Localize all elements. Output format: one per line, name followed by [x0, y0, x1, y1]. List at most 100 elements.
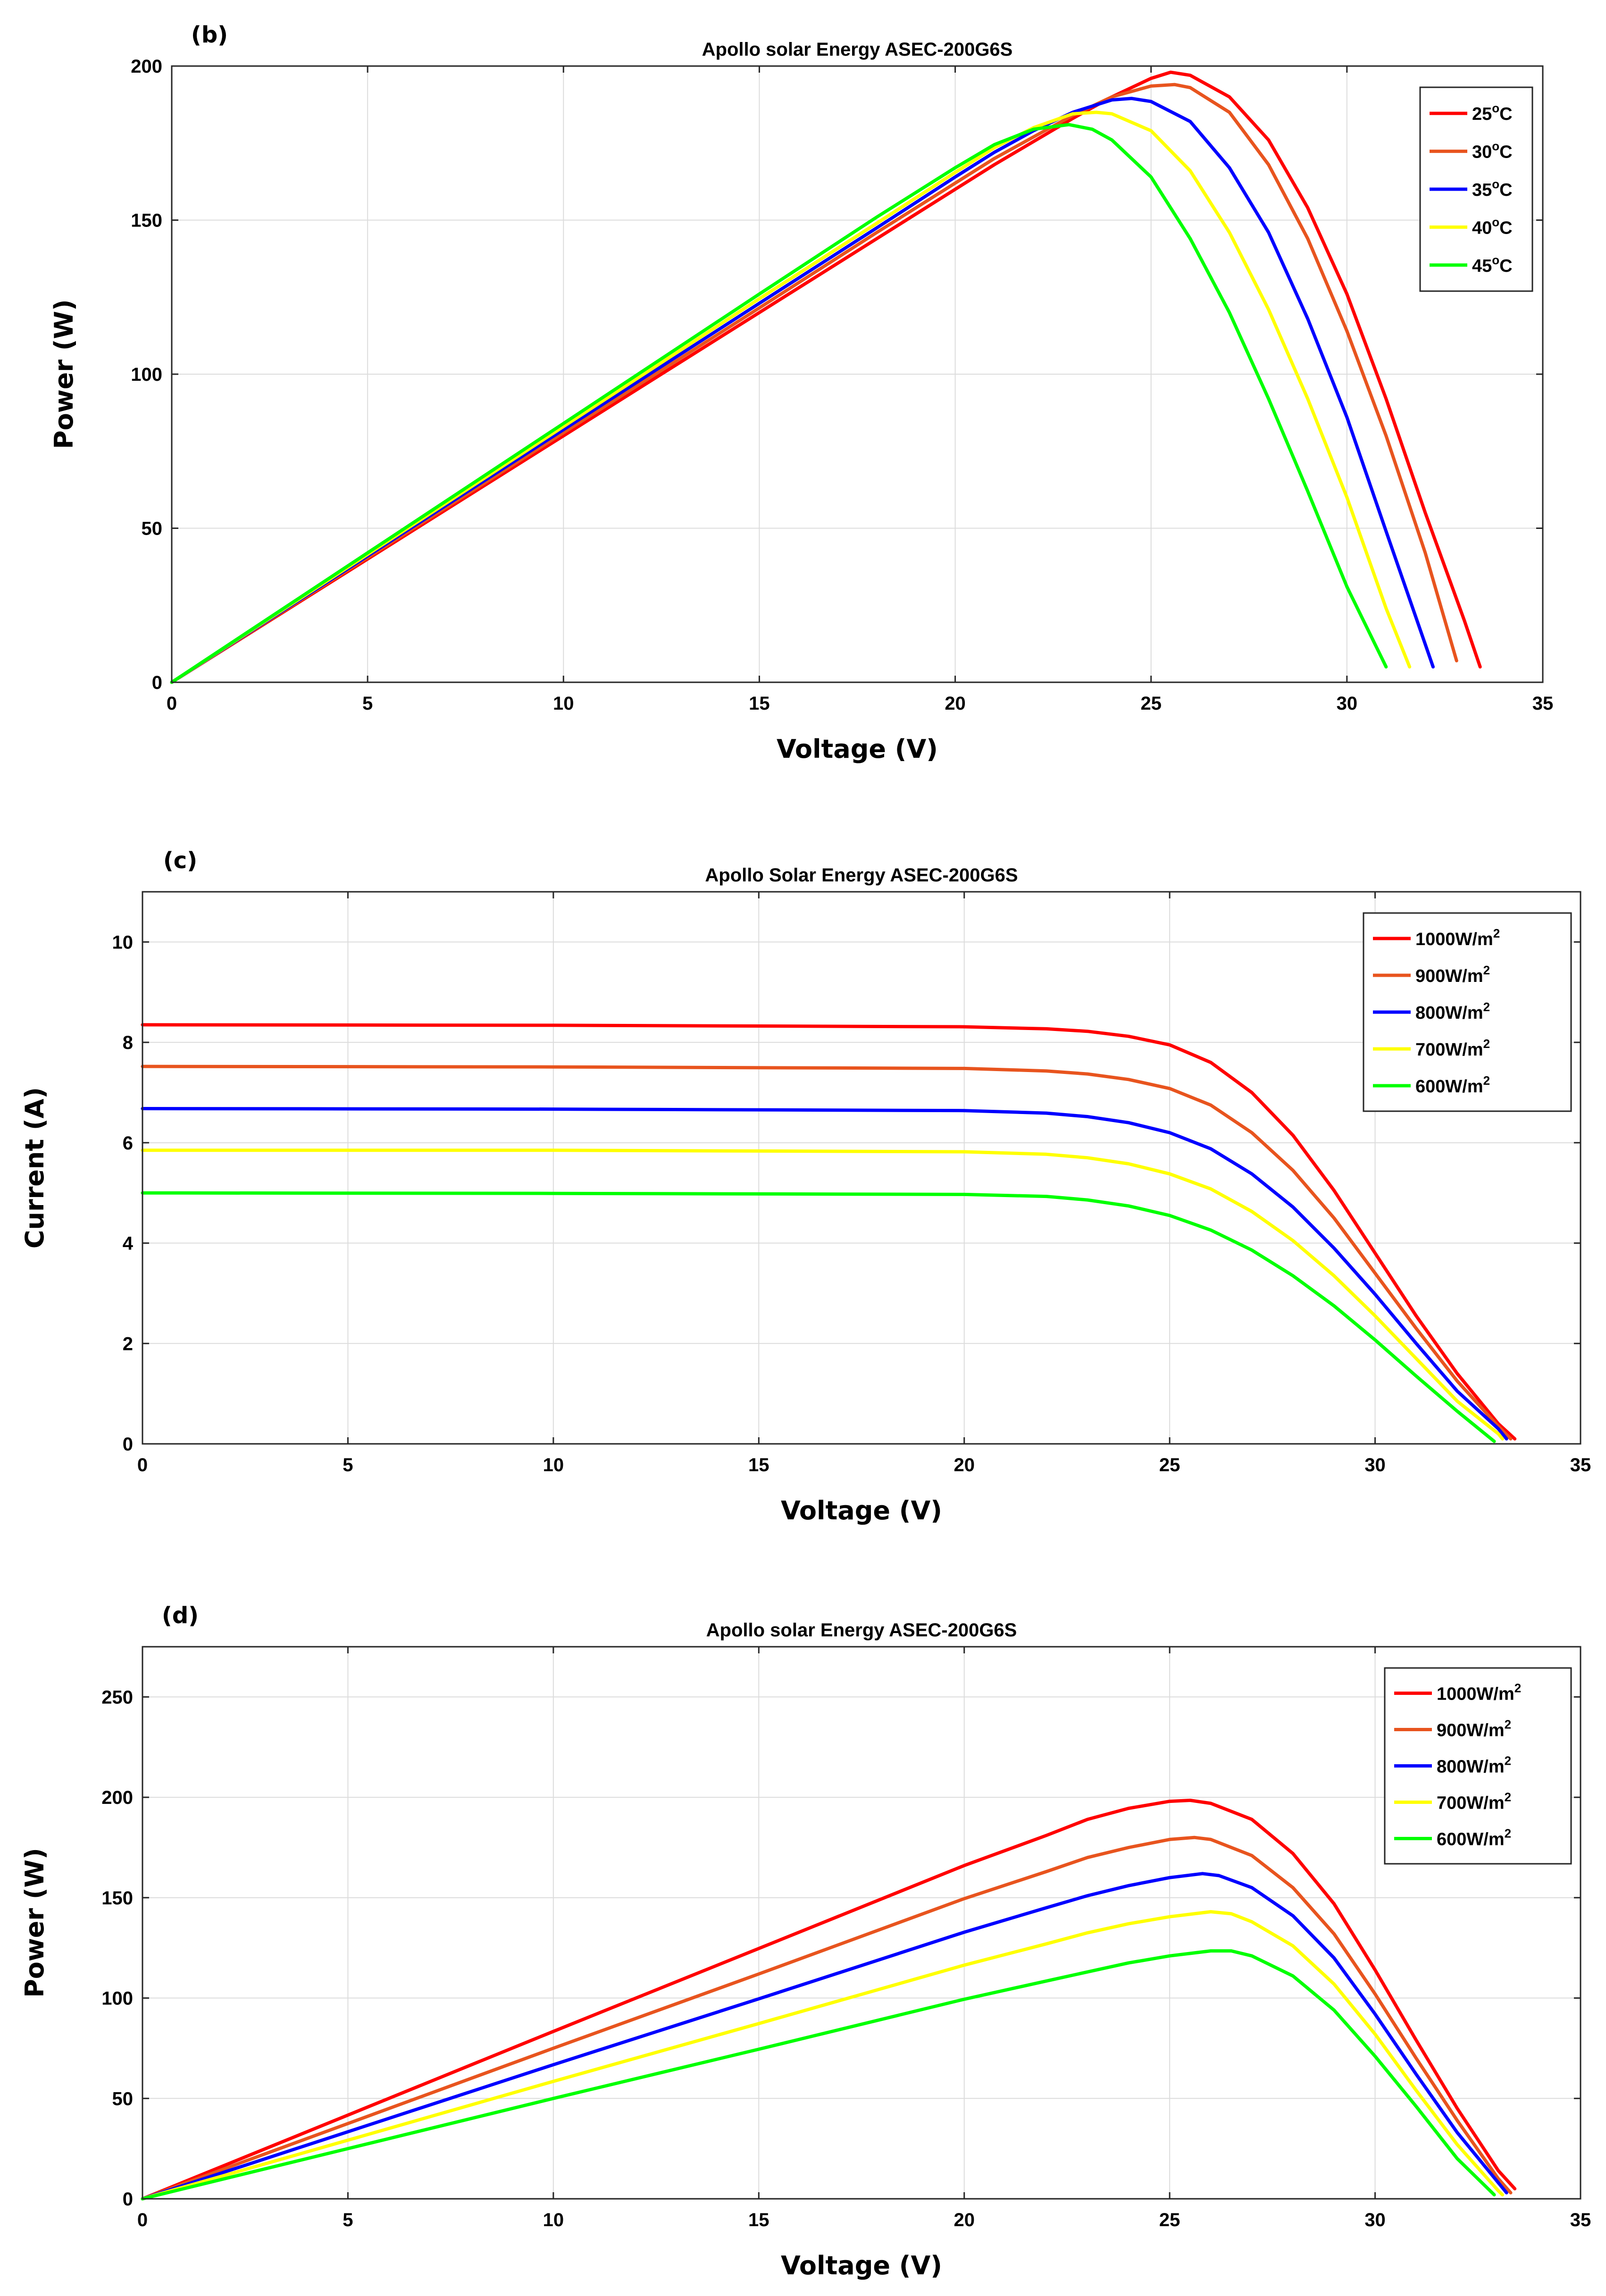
- legend-label-main: 1000W/m: [1437, 1684, 1514, 1704]
- legend-label-main: 35: [1472, 180, 1492, 200]
- x-tick-label: 25: [1140, 693, 1162, 714]
- y-tick-label: 0: [123, 1434, 133, 1455]
- x-tick-label: 35: [1532, 693, 1554, 714]
- x-tick-label: 0: [137, 2210, 148, 2230]
- chart-title: Apollo Solar Energy ASEC-200G6S: [705, 865, 1018, 886]
- y-tick-label: 0: [123, 2189, 133, 2210]
- legend-label: 600W/m2: [1437, 1827, 1511, 1850]
- y-axis-label: Current (A): [20, 1087, 50, 1249]
- axes-frame: [142, 891, 1581, 1445]
- legend-label: 45oC: [1472, 253, 1513, 276]
- y-tick-label: 50: [112, 2088, 134, 2109]
- series-line-900w-m2: [141, 1835, 1513, 2201]
- x-tick-label: 10: [543, 2210, 564, 2230]
- series-line-40oc: [170, 110, 1412, 684]
- series-line-900w-m2: [141, 1064, 1513, 1441]
- legend-label-superscript: 2: [1493, 926, 1500, 940]
- legend-label-main: 1000W/m: [1415, 930, 1493, 949]
- legend-label-superscript: 2: [1483, 963, 1490, 977]
- series-line-35oc: [170, 97, 1435, 684]
- plot-area: [142, 892, 1581, 1444]
- series-line-45oc: [170, 123, 1388, 684]
- legend-label-superscript: 2: [1505, 1754, 1511, 1768]
- legend-label-superscript: 2: [1505, 1718, 1511, 1732]
- y-tick-label: 10: [112, 932, 134, 953]
- y-tick-label: 8: [123, 1032, 133, 1053]
- x-tick-label: 15: [749, 693, 770, 714]
- legend-label-main: 900W/m: [1437, 1721, 1505, 1741]
- y-tick-label: 100: [101, 1988, 133, 2009]
- legend-label: 700W/m2: [1415, 1037, 1490, 1060]
- legend-label-superscript: 2: [1514, 1681, 1521, 1695]
- y-tick-label: 200: [101, 1787, 133, 1808]
- legend-label-main: 800W/m: [1437, 1757, 1505, 1777]
- x-tick-label: 15: [748, 2210, 770, 2230]
- legend-label-main: 800W/m: [1415, 1003, 1483, 1023]
- chart-panel-b: 0 5 10 15 20 25 30 35 0 50 100 150 200 (b) Apollo sola…: [0, 0, 1606, 802]
- legend-label-suffix: C: [1499, 180, 1512, 200]
- chart-panel-d: 0 5 10 15 20 25 30 35 0 50 100 150 200 250 (d) Apollo s…: [0, 1602, 1606, 2296]
- x-axis-label: Voltage (V): [781, 1496, 942, 1525]
- series-line-25oc: [170, 70, 1482, 684]
- legend-label: 900W/m2: [1437, 1718, 1511, 1741]
- x-tick-label: 15: [748, 1455, 770, 1475]
- legend-label-superscript: 2: [1483, 1037, 1490, 1051]
- series-line-1000w-m2: [141, 1023, 1517, 1441]
- legend-label-main: 600W/m: [1415, 1077, 1483, 1097]
- series-line-1000w-m2: [141, 1799, 1517, 2201]
- legend-label-superscript: 2: [1483, 1073, 1490, 1088]
- x-tick-label: 5: [343, 2210, 353, 2230]
- legend-label: 35oC: [1472, 177, 1513, 200]
- legend-label: 700W/m2: [1437, 1790, 1511, 1813]
- x-tick-label: 30: [1364, 2210, 1386, 2230]
- series-line-600w-m2: [141, 1949, 1496, 2201]
- grid-lines: [142, 1647, 1581, 2199]
- x-tick-label: 35: [1570, 1455, 1591, 1475]
- x-tick-label: 10: [543, 1455, 564, 1475]
- legend-label-superscript: o: [1492, 101, 1499, 115]
- legend-label-superscript: 2: [1505, 1790, 1511, 1804]
- axes-frame: [142, 1646, 1581, 2200]
- chart-svg-c: 0 5 10 15 20 25 30 35 0 2 4 6 8 10 (c) Apollo Solar Ene…: [20, 847, 1591, 1525]
- legend-label: 30oC: [1472, 139, 1513, 162]
- y-tick-label: 50: [142, 519, 163, 539]
- legend-label: 900W/m2: [1415, 963, 1490, 986]
- chart-svg-b: 0 5 10 15 20 25 30 35 0 50 100 150 200 (b) Apollo sola…: [49, 22, 1554, 764]
- legend-label-superscript: o: [1492, 177, 1499, 191]
- y-tick-label: 6: [123, 1133, 133, 1154]
- x-tick-label: 20: [945, 693, 966, 714]
- y-tick-label: 250: [101, 1687, 133, 1708]
- x-tick-label: 10: [553, 693, 574, 714]
- y-tick-label: 200: [131, 56, 162, 77]
- y-tick-label: 0: [152, 672, 162, 693]
- x-tick-label: 25: [1159, 1455, 1180, 1475]
- series-line-700w-m2: [141, 1148, 1504, 1441]
- y-tick-label: 150: [131, 210, 162, 231]
- x-axis-label: Voltage (V): [781, 2251, 942, 2280]
- legend-label-suffix: C: [1499, 218, 1512, 238]
- legend-label: 600W/m2: [1415, 1073, 1490, 1097]
- legend-label: 800W/m2: [1415, 1000, 1490, 1023]
- series-line-700w-m2: [141, 1910, 1504, 2201]
- legend-label-superscript: o: [1492, 139, 1499, 153]
- legend-label-main: 700W/m: [1437, 1793, 1505, 1813]
- legend-label-superscript: o: [1492, 253, 1499, 267]
- x-tick-label: 5: [362, 693, 373, 714]
- x-tick-label: 5: [343, 1455, 353, 1475]
- x-tick-label: 35: [1570, 2210, 1591, 2230]
- y-tick-label: 150: [101, 1888, 133, 1909]
- chart-title: Apollo solar Energy ASEC-200G6S: [706, 1620, 1017, 1641]
- legend-label-main: 600W/m: [1437, 1830, 1505, 1850]
- legend-label: 800W/m2: [1437, 1754, 1511, 1777]
- x-tick-label: 25: [1159, 2210, 1180, 2230]
- legend-label-suffix: C: [1499, 256, 1512, 276]
- legend-label: 40oC: [1472, 215, 1513, 238]
- y-tick-label: 100: [131, 364, 162, 385]
- plot-area: [142, 1647, 1581, 2199]
- y-tick-label: 4: [123, 1233, 134, 1254]
- series-line-600w-m2: [141, 1191, 1496, 1443]
- x-tick-label: 0: [167, 693, 177, 714]
- panel-label: (b): [191, 22, 228, 48]
- legend-label-main: 30: [1472, 142, 1492, 162]
